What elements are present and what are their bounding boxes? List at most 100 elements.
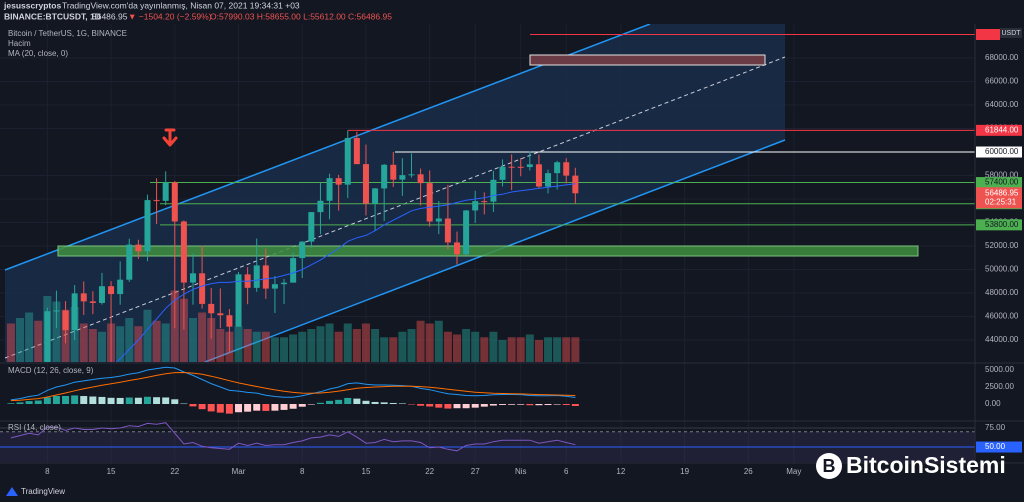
macd-histogram [380, 402, 388, 404]
macd-histogram [462, 403, 470, 409]
volume-bar [25, 312, 34, 362]
candle-body [381, 164, 388, 189]
candle-body [572, 175, 579, 194]
volume-bar [307, 329, 316, 362]
candle-body [426, 183, 433, 222]
volume-bar [243, 329, 252, 362]
macd-histogram [508, 403, 516, 405]
volume-bar [534, 340, 543, 362]
x-tick-label: 12 [616, 467, 625, 476]
volume-bar [434, 320, 443, 362]
volume-bar [252, 331, 261, 362]
x-tick-label: 19 [680, 467, 689, 476]
y-tick-label: 48000.00 [985, 288, 1019, 297]
volume-bar [116, 326, 125, 362]
volume-bar [134, 326, 143, 362]
candle-body [454, 242, 461, 255]
candle-body [217, 313, 224, 316]
y-tick-label: 50000.00 [985, 265, 1019, 274]
volume-bar [198, 312, 207, 362]
volume-bar [234, 326, 243, 362]
candle-body [135, 244, 142, 252]
macd-histogram [171, 399, 179, 404]
candle-body [126, 244, 133, 280]
arrow-annotation [162, 128, 178, 147]
macd-histogram [180, 403, 188, 405]
candle-body [326, 178, 333, 201]
candle-body [253, 265, 260, 288]
candle-body [390, 164, 397, 180]
macd-histogram [98, 396, 106, 404]
x-tick-label: 8 [45, 467, 50, 476]
candle-body [71, 293, 78, 331]
volume-bar [179, 298, 188, 362]
rsi-pane [0, 422, 975, 462]
macd-histogram [25, 401, 33, 404]
macd-histogram [571, 403, 579, 407]
candle-body [417, 174, 424, 184]
macd-histogram [517, 403, 525, 405]
volume-bar [325, 323, 334, 362]
macd-histogram [52, 395, 60, 404]
macd-histogram [253, 403, 261, 411]
macd-histogram [298, 403, 306, 407]
candle-body [545, 173, 552, 187]
macd-histogram [16, 402, 24, 404]
volume-bar [188, 318, 197, 362]
macd-histogram [244, 403, 252, 412]
volume-bar [443, 331, 452, 362]
ma-line [115, 183, 576, 362]
support-box [57, 245, 919, 257]
macd-histogram [71, 395, 79, 404]
signal-line [10, 371, 576, 402]
macd-histogram [207, 403, 215, 412]
macd-histogram [389, 402, 397, 404]
y-tick-label: 64000.00 [985, 100, 1019, 109]
volume-bar [289, 334, 298, 362]
macd-histogram [7, 403, 15, 404]
volume-bar [480, 337, 489, 362]
volume-bar [571, 337, 580, 362]
macd-line [10, 366, 576, 401]
volume-bar [507, 337, 516, 362]
x-tick-label: 27 [471, 467, 480, 476]
footer [0, 482, 1024, 502]
x-tick-label: 15 [362, 467, 371, 476]
candle-body [481, 201, 488, 203]
candle-body [435, 218, 442, 222]
candle-body [290, 258, 297, 283]
candle-body [308, 212, 315, 242]
macd-histogram [362, 400, 370, 404]
candle-body [408, 174, 415, 176]
symbol: BINANCE:BTCUSDT, 1D [4, 11, 101, 21]
candle-body [299, 241, 306, 259]
resistance-box [529, 54, 766, 66]
y-tick-label: 44000.00 [985, 335, 1019, 344]
candle-body [153, 200, 160, 202]
candle-body [463, 210, 470, 255]
candle-body [517, 166, 524, 168]
macd-histogram [435, 403, 443, 408]
volume-bar [334, 331, 343, 362]
volume-bar [425, 323, 434, 362]
macd-histogram [225, 403, 233, 414]
volume-bar [79, 323, 88, 362]
macd-histogram [316, 402, 324, 404]
volume-bar [471, 331, 480, 362]
countdown: 02:25:31 [985, 197, 1017, 206]
macd-histogram [553, 403, 561, 405]
macd-histogram [116, 397, 124, 404]
macd-histogram [407, 403, 415, 405]
macd-histogram [189, 403, 197, 407]
y-tick-label: 46000.00 [985, 312, 1019, 321]
candle-body [208, 303, 215, 314]
published: TradingView.com'da yayınlanmış, Nisan 07… [62, 0, 300, 10]
level-label-bg [976, 124, 1022, 136]
ohlc: O:57990.03 H:58655.00 L:55612.00 C:56486… [210, 11, 392, 21]
candle-body [271, 284, 278, 289]
volume-bar [489, 331, 498, 362]
macd-histogram [262, 403, 270, 411]
level-label: 61844.00 [985, 125, 1019, 134]
pane-title: Bitcoin / TetherUS, 1G, BINANCE [8, 29, 127, 38]
macd-histogram [444, 403, 452, 409]
